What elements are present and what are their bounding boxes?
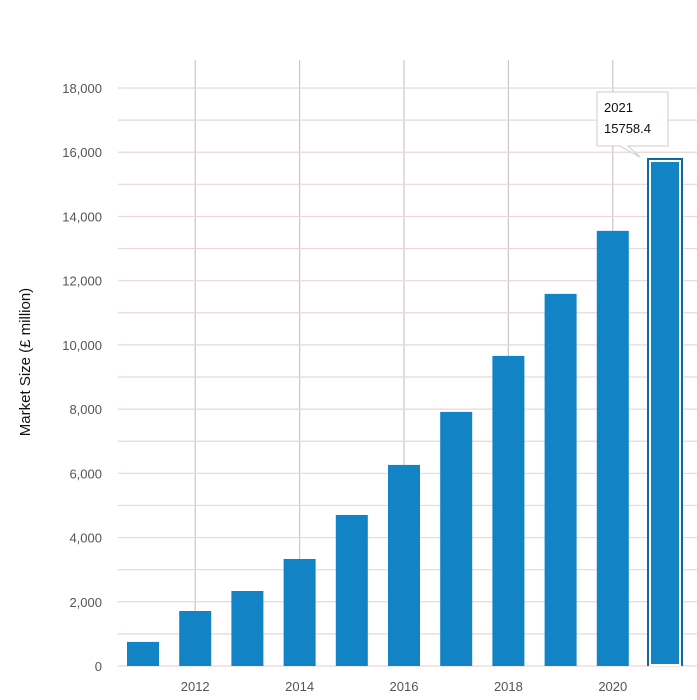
bar-2018 — [492, 355, 525, 666]
y-tick-label: 12,000 — [62, 274, 102, 289]
bar-2019 — [544, 293, 577, 666]
bar-2012 — [179, 610, 212, 666]
y-tick-label: 4,000 — [69, 531, 102, 546]
y-axis-label: Market Size (£ million) — [17, 288, 34, 436]
y-tick-label: 14,000 — [62, 209, 102, 224]
y-tick-label: 6,000 — [69, 466, 102, 481]
y-tick-label: 0 — [95, 659, 102, 674]
x-tick-label: 2012 — [181, 679, 210, 694]
y-axis-ticks: 0 2,000 4,000 6,000 8,000 10,000 12,000 14,000 1… — [62, 81, 102, 674]
tooltip-value: 15758.4 — [604, 121, 651, 136]
x-tick-label: 2016 — [390, 679, 419, 694]
bar-2017 — [440, 411, 473, 666]
x-tick-label: 2020 — [598, 679, 627, 694]
tooltip: 2021 15758.4 — [596, 91, 669, 158]
y-tick-label: 10,000 — [62, 338, 102, 353]
bar-2021 — [651, 161, 679, 664]
bar-2011 — [127, 641, 159, 666]
tooltip-year: 2021 — [604, 100, 633, 115]
bar-2020 — [596, 230, 629, 666]
y-tick-label: 16,000 — [62, 145, 102, 160]
bar-2014 — [283, 558, 316, 666]
y-tick-label: 2,000 — [69, 595, 102, 610]
y-tick-label: 18,000 — [62, 81, 102, 96]
x-tick-label: 2014 — [285, 679, 314, 694]
x-tick-label: 2018 — [494, 679, 523, 694]
x-axis-ticks: 201220142016201820202022 — [181, 679, 628, 694]
bar-2015 — [335, 514, 368, 666]
bar-2013 — [231, 590, 264, 666]
bar-2016 — [388, 464, 420, 666]
y-tick-label: 8,000 — [69, 402, 102, 417]
bars — [127, 157, 683, 666]
